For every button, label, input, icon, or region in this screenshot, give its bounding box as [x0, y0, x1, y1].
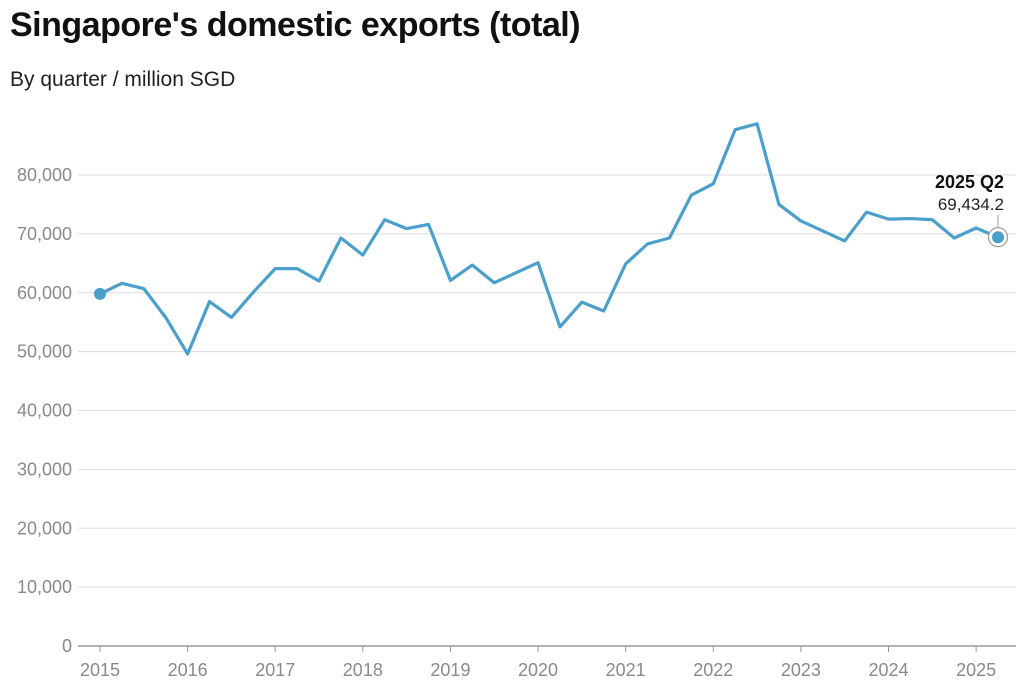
start-point-marker: [94, 287, 106, 300]
chart-title: Singapore's domestic exports (total): [10, 6, 581, 44]
x-tick-label: 2023: [781, 660, 821, 680]
x-tick-label: 2018: [343, 660, 383, 680]
x-tick-label: 2019: [430, 660, 470, 680]
y-tick-label: 80,000: [17, 165, 72, 185]
y-tick-label: 10,000: [17, 577, 72, 597]
x-tick-label: 2017: [255, 660, 295, 680]
x-tick-label: 2025: [956, 660, 996, 680]
series-line: [98, 122, 1000, 356]
y-tick-label: 0: [62, 636, 72, 656]
y-tick-label: 30,000: [17, 459, 72, 479]
x-tick-label: 2015: [80, 660, 120, 680]
chart-subtitle: By quarter / million SGD: [10, 68, 236, 91]
y-tick-label: 50,000: [17, 342, 72, 362]
y-axis-tick-labels: 0 10,000 20,000 30,000 40,000 50,000 60,000 70,…: [17, 165, 72, 656]
annotation-value: 69,434.2: [938, 195, 1004, 214]
y-tick-label: 60,000: [17, 283, 72, 303]
grid-lines: [78, 174, 1016, 647]
x-tick-label: 2024: [868, 660, 908, 680]
x-axis-tick-labels: 2015 2016 2017 2018 2019 2020 2021 2022 2023 2024…: [80, 646, 996, 680]
end-point-marker: [992, 231, 1004, 244]
x-tick-label: 2020: [518, 660, 558, 680]
y-tick-label: 40,000: [17, 401, 72, 421]
x-tick-label: 2016: [168, 660, 208, 680]
x-tick-label: 2022: [693, 660, 733, 680]
annotation: 2025 Q2 69,434.2: [935, 172, 1004, 228]
annotation-label: 2025 Q2: [935, 172, 1004, 192]
y-tick-label: 20,000: [17, 518, 72, 538]
y-tick-label: 70,000: [17, 224, 72, 244]
point-markers: [94, 227, 1009, 300]
x-tick-label: 2021: [606, 660, 646, 680]
